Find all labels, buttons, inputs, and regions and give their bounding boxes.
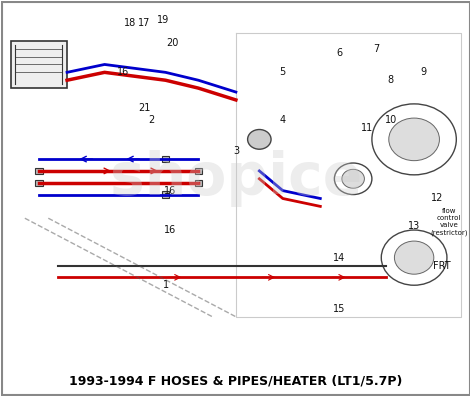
Text: FRT: FRT bbox=[433, 260, 451, 270]
Text: 1993-1994 F HOSES & PIPES/HEATER (LT1/5.7P): 1993-1994 F HOSES & PIPES/HEATER (LT1/5.… bbox=[69, 375, 402, 388]
Text: 19: 19 bbox=[157, 15, 169, 25]
Text: 3: 3 bbox=[233, 146, 239, 156]
Text: 9: 9 bbox=[420, 67, 427, 77]
Text: 16: 16 bbox=[164, 186, 176, 196]
Bar bbox=[195, 179, 202, 186]
Text: 14: 14 bbox=[333, 252, 345, 263]
Text: 17: 17 bbox=[138, 18, 151, 28]
Text: 8: 8 bbox=[388, 75, 394, 85]
Text: 18: 18 bbox=[124, 18, 137, 28]
Circle shape bbox=[247, 129, 271, 149]
Circle shape bbox=[342, 170, 365, 188]
Text: flow
control
valve
(restrictor): flow control valve (restrictor) bbox=[430, 208, 468, 236]
Circle shape bbox=[394, 241, 434, 274]
Bar bbox=[195, 168, 202, 174]
FancyBboxPatch shape bbox=[11, 41, 67, 88]
Text: 13: 13 bbox=[408, 221, 420, 231]
Text: 15: 15 bbox=[333, 304, 345, 314]
Text: 10: 10 bbox=[384, 115, 397, 125]
Text: 16: 16 bbox=[164, 225, 176, 235]
Text: 6: 6 bbox=[336, 48, 342, 58]
Text: 12: 12 bbox=[431, 193, 444, 204]
Text: 11: 11 bbox=[361, 123, 374, 133]
Bar bbox=[35, 179, 43, 186]
Text: 21: 21 bbox=[138, 103, 151, 113]
Text: 5: 5 bbox=[280, 67, 286, 77]
Text: shopice: shopice bbox=[109, 150, 362, 207]
Bar bbox=[162, 156, 169, 162]
Text: 1: 1 bbox=[163, 280, 169, 290]
Text: 4: 4 bbox=[280, 115, 286, 125]
Text: 2: 2 bbox=[148, 115, 155, 125]
Text: 20: 20 bbox=[166, 38, 179, 48]
Text: 16: 16 bbox=[117, 67, 129, 77]
Circle shape bbox=[389, 118, 439, 161]
Bar bbox=[35, 168, 43, 174]
Bar bbox=[162, 191, 169, 198]
Text: 7: 7 bbox=[374, 44, 380, 54]
